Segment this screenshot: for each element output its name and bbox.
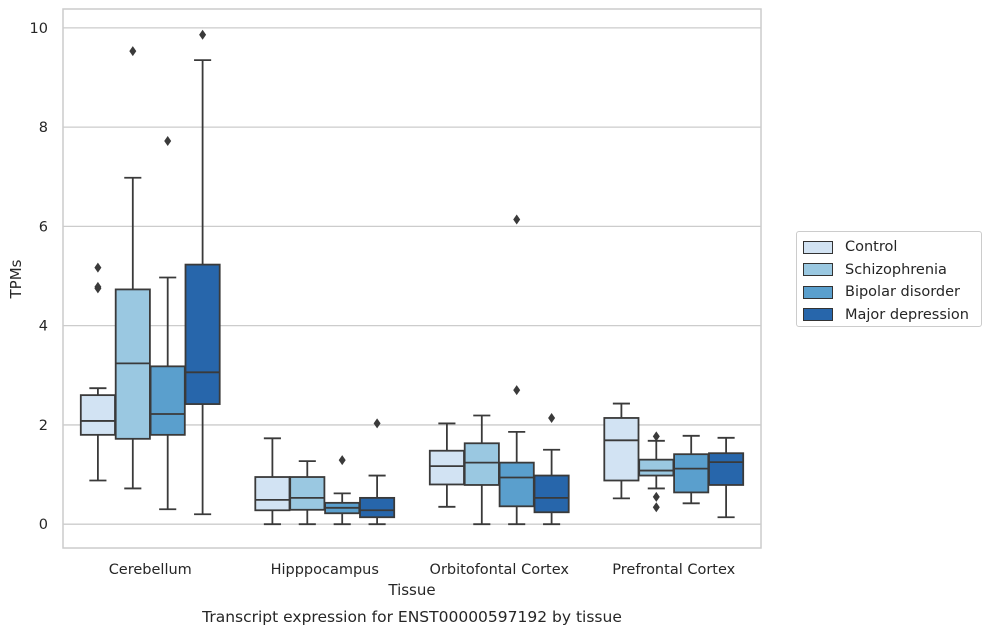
outlier-point [652,491,660,502]
box-iqr [498,461,535,508]
legend: Control Schizophrenia Bipolar disorder M… [796,231,982,327]
box-control-3 [603,402,640,500]
y-axis-label: TPMs [7,259,25,299]
y-tick-label: 4 [39,319,48,335]
outlier-point [94,262,102,273]
boxes-layer [79,29,745,526]
y-tick-label: 10 [30,21,48,37]
box-iqr [359,496,396,519]
x-tick-label: Hipppocampus [271,562,379,578]
plot-area [62,8,762,549]
legend-item-major-depression: Major depression [803,304,981,327]
outlier-point [199,29,207,40]
outlier-point [373,418,381,429]
box-control-0 [79,262,116,482]
outlier-point [652,431,660,442]
box-iqr [603,417,640,482]
outlier-point [548,412,556,423]
box-iqr [184,263,221,405]
box-schizophrenia-1 [289,460,326,526]
box-iqr [638,458,675,477]
x-tick-label: Orbitofontal Cortex [430,562,570,578]
outlier-point [652,502,660,513]
box-major-depression-1 [359,418,396,526]
legend-swatch-control [803,240,833,254]
legend-label-control: Control [845,239,898,256]
box-schizophrenia-3 [638,431,675,513]
box-major-depression-2 [533,412,570,526]
outlier-point [338,455,346,466]
outlier-point [164,136,172,147]
outlier-point [94,281,102,292]
legend-label-major-depression: Major depression [845,306,969,323]
outlier-point [129,46,137,57]
outlier-point [513,214,521,225]
legend-item-schizophrenia: Schizophrenia [803,259,981,282]
chart-title: Transcript expression for ENST0000059719… [201,608,622,626]
box-iqr [79,394,116,436]
x-axis-label: Tissue [387,581,435,599]
y-tick-label: 2 [39,418,48,434]
box-major-depression-0 [184,29,221,516]
box-bipolar-disorder-0 [149,136,186,511]
box-iqr [463,442,500,486]
legend-swatch-bipolar-disorder [803,285,833,299]
box-iqr [533,474,570,514]
box-iqr [149,365,186,436]
box-iqr [289,476,326,511]
box-iqr [428,449,465,486]
box-bipolar-disorder-2 [498,214,535,526]
box-iqr [708,452,745,486]
legend-label-schizophrenia: Schizophrenia [845,261,947,278]
box-bipolar-disorder-3 [673,434,710,505]
box-iqr [254,476,291,512]
box-control-2 [428,422,465,508]
box-iqr [673,453,710,494]
outlier-point [513,385,521,396]
legend-swatch-major-depression [803,308,833,322]
box-major-depression-3 [708,436,745,519]
x-tick-labels: Cerebellum Hipppocampus Orbitofontal Corte… [109,562,736,578]
legend-label-bipolar-disorder: Bipolar disorder [845,284,960,301]
box-control-1 [254,437,291,526]
x-tick-label: Cerebellum [109,562,192,578]
legend-item-control: Control [803,236,981,259]
y-tick-label: 6 [39,219,48,235]
y-tick-label: 0 [39,517,48,533]
y-tick-label: 8 [39,120,48,136]
y-tick-labels: 0 2 4 6 8 10 [30,21,48,533]
box-schizophrenia-0 [114,46,151,490]
legend-swatch-schizophrenia [803,263,833,277]
x-tick-label: Prefrontal Cortex [612,562,735,578]
legend-item-bipolar-disorder: Bipolar disorder [803,281,981,304]
